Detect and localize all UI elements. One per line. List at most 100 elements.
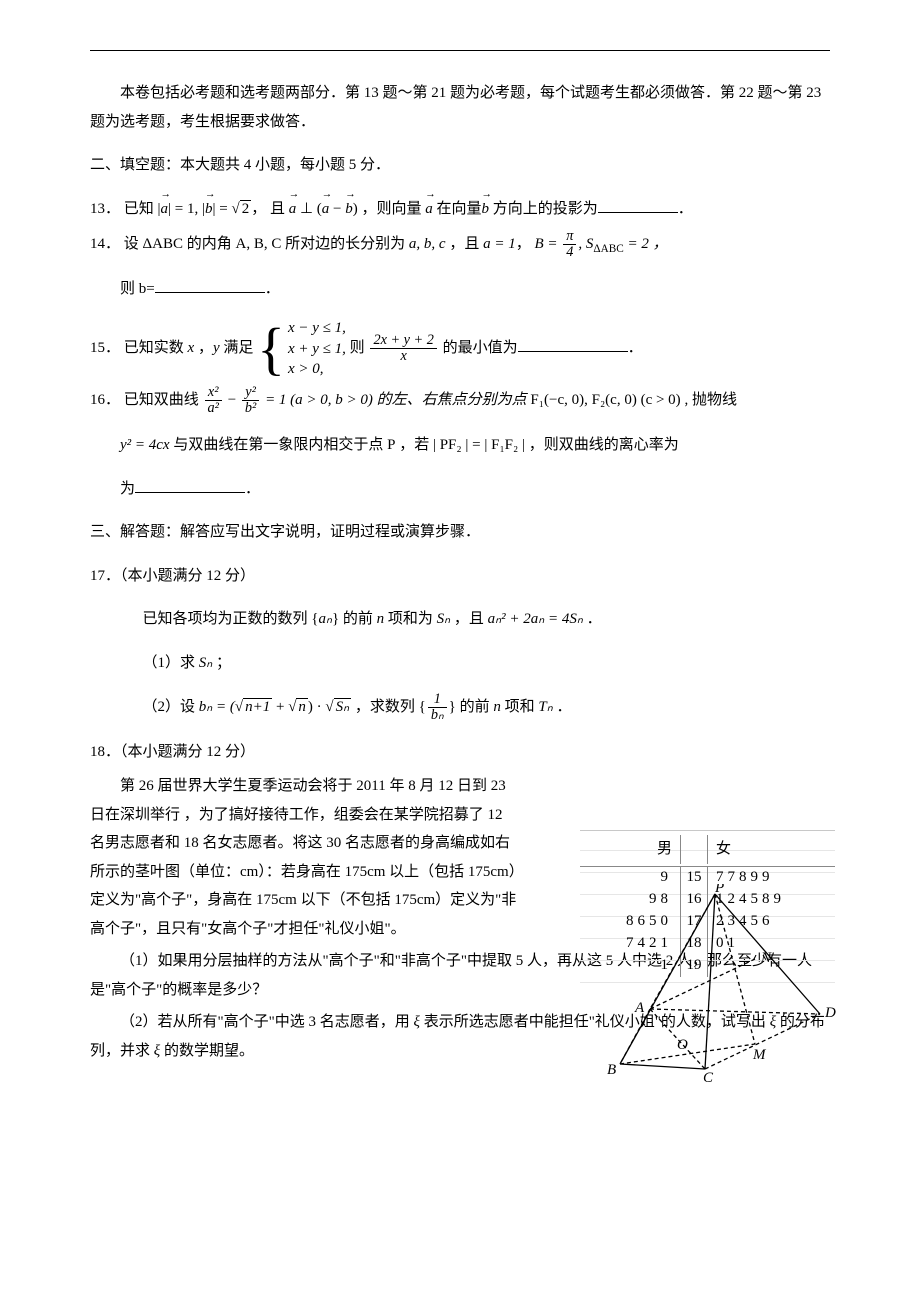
q17-l1d: ，且: [450, 611, 488, 627]
q13-pre: 已知 |: [124, 201, 161, 217]
label-D: D: [824, 1005, 836, 1021]
q18-body-wrap: 第 26 届世界大学生夏季运动会将于 2011 年 8 月 12 日到 23 日…: [90, 772, 520, 943]
blank-16: [135, 477, 245, 493]
q14-comma: ，: [516, 236, 531, 252]
vec-b2: b: [345, 195, 353, 224]
label-P: P: [714, 884, 724, 896]
q17-l1c: 项和为: [384, 611, 437, 627]
q17-l1b: } 的前: [332, 611, 377, 627]
q13-perp: ⊥ (: [296, 201, 322, 217]
sqrt-n1: √n+1: [235, 693, 272, 722]
sqrt-n: √n: [288, 693, 308, 722]
blank-13: [598, 197, 678, 213]
q17-mid: ) ·: [308, 699, 326, 715]
label-N: N: [760, 950, 772, 966]
F1F2: F₁(−c, 0), F₂(c, 0) (c > 0): [530, 392, 680, 408]
q15-comma: ，: [194, 340, 213, 356]
sqrt-2: √2: [231, 195, 251, 224]
q14-end: ．: [265, 281, 280, 297]
q13-end: ．: [678, 201, 693, 217]
vec-a2: a: [289, 195, 297, 224]
q13-mid2: | =: [213, 201, 232, 217]
an: aₙ: [318, 611, 331, 627]
q16-pre: 已知双曲线: [124, 392, 203, 408]
q13-close: ) ，则向量: [353, 201, 422, 217]
S-eq: , SΔABC = 2 ，: [578, 236, 667, 252]
q13-proj: 方向上的投影为: [489, 201, 598, 217]
label-C: C: [703, 1070, 714, 1084]
q17-p2b: ，求数列 {: [351, 699, 426, 715]
Sn: Sₙ: [437, 611, 450, 627]
head-female: 女: [708, 835, 835, 864]
PF2: PF₂: [440, 437, 462, 453]
sqrt-Sn: √Sₙ: [325, 693, 351, 722]
B-eq: B =: [534, 236, 561, 252]
vec-b: b: [205, 195, 213, 224]
Tn: Tₙ: [538, 699, 552, 715]
q17-l1a: 已知各项均为正数的数列 {: [143, 611, 319, 627]
frac-y2b2: y²b²: [242, 385, 259, 416]
q14-pre: 设 Δ: [124, 236, 152, 252]
q15-satisfy: 满足: [220, 340, 258, 356]
blank-15: [518, 336, 628, 352]
stemleaf-header: 男 女: [580, 833, 835, 867]
vec-b3: b: [482, 195, 490, 224]
F1F2b: F₁F₂: [491, 437, 518, 453]
question-15: 15． 已知实数 x ，y 满足 { x − y ≤ 1, x + y ≤ 1,…: [90, 318, 830, 379]
section-3-heading: 三、解答题：解答应写出文字说明，证明过程或演算步骤．: [90, 518, 830, 547]
question-13: 13． 已知 |a| = 1, |b| = √2， 且 a ⊥ (a − b) …: [90, 195, 830, 224]
question-17: 17．（本小题满分 12 分）: [90, 562, 830, 591]
q13-mid1: | = 1, |: [168, 201, 205, 217]
q17-p2d: 项和: [501, 699, 539, 715]
Sn2: Sₙ: [199, 655, 212, 671]
exam-page: 本卷包括必考题和选考题两部分．第 13 题～第 21 题为必考题，每个试题考生都…: [0, 0, 920, 1109]
system-brace: { x − y ≤ 1, x + y ≤ 1, x > 0,: [257, 318, 346, 379]
q16-end: ．: [245, 481, 260, 497]
q17-p2c: } 的前: [449, 699, 494, 715]
q14-mid1: 的内角: [183, 236, 236, 252]
q17-line1: 已知各项均为正数的数列 {aₙ} 的前 n 项和为 Sₙ ，且 aₙ² + 2a…: [143, 605, 831, 634]
q14-mid3: ，且: [446, 236, 484, 252]
vec-a3: a: [322, 195, 330, 224]
q17-p1-label: （1）求: [143, 655, 199, 671]
a1: a = 1: [483, 236, 516, 252]
q17-l1e: ．: [583, 611, 602, 627]
q15-end: ．: [628, 340, 643, 356]
q17-p2end: ．: [553, 699, 572, 715]
section-2-heading: 二、填空题：本大题共 4 小题，每小题 5 分．: [90, 151, 830, 180]
q18-title: （本小题满分 12 分）: [120, 744, 255, 760]
frac-pi4: π4: [563, 229, 576, 260]
label-B: B: [607, 1062, 616, 1078]
q16-eq: = 1 (a > 0, b > 0) 的左、右焦点分别为点: [261, 392, 530, 408]
label-O: O: [677, 1037, 688, 1053]
q15-min: 的最小值为: [439, 340, 518, 356]
question-14: 14． 设 ΔABC 的内角 A, B, C 所对边的长分别为 a, b, c …: [90, 229, 830, 260]
q17-p1-end: ；: [212, 655, 231, 671]
bn: bₙ = (: [199, 699, 235, 715]
q13-minus: −: [329, 201, 345, 217]
q17-p2a: （2）设: [143, 699, 199, 715]
sys-l2: x + y ≤ 1,: [288, 341, 346, 357]
frac-x2a2: x²a²: [205, 385, 222, 416]
ABCc: A, B, C: [236, 236, 282, 252]
head-male: 男: [580, 835, 680, 864]
q17-title: （本小题满分 12 分）: [120, 568, 255, 584]
q18-p2a: （2）若从所有"高个子"中选 3 名志愿者，用: [120, 1014, 414, 1030]
frac-1bn: 1bₙ: [428, 692, 447, 723]
question-18: 18．（本小题满分 12 分）: [90, 738, 830, 767]
q17-eq: aₙ² + 2aₙ = 4Sₙ: [488, 611, 583, 627]
abc: a, b, c: [409, 236, 446, 252]
q15-pre: 已知实数: [124, 340, 188, 356]
y: y: [213, 340, 220, 356]
frac-q15: 2x + y + 2x: [370, 333, 436, 364]
top-rule: [90, 50, 830, 51]
q16-line3: 为．: [120, 475, 830, 504]
blank-14: [155, 277, 265, 293]
q15-num: 15．: [90, 340, 120, 356]
vec-a: a: [161, 195, 169, 224]
q18-l1: 第 26 届世界大学生夏季运动会将于 2011 年 8 月 12 日到 23 日…: [90, 772, 520, 943]
q16-minus: −: [224, 392, 240, 408]
question-16: 16． 已知双曲线 x²a² − y²b² = 1 (a > 0, b > 0)…: [90, 385, 830, 416]
q15-then: 则: [350, 340, 369, 356]
q18-p2d: 的数学期望。: [160, 1043, 254, 1059]
